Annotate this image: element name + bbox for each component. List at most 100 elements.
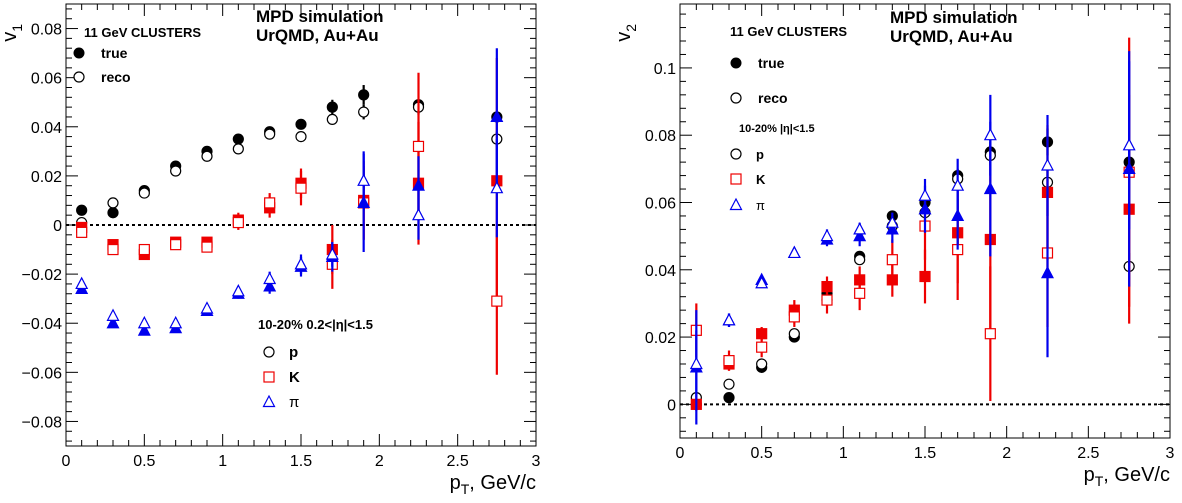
x-tick-label: 1.5 [914, 445, 936, 462]
x-axis-title-rest: , GeV/c [469, 472, 536, 494]
data-point [689, 356, 703, 370]
x-tick-label: 3 [1166, 445, 1175, 462]
data-point [137, 315, 151, 329]
x-axis-title-rest: , GeV/c [1103, 464, 1170, 486]
legend-p-label: p [756, 147, 764, 162]
centrality-cut: 10-20% 0.2<|η|<1.5 [258, 317, 373, 332]
data-point [788, 311, 800, 323]
legend-k-marker [263, 371, 275, 383]
data-point [295, 182, 307, 194]
x-tick-label: 0.5 [751, 445, 773, 462]
y-tick-label: −0.06 [22, 365, 63, 382]
y-tick-label: 0 [667, 397, 676, 414]
y-tick-label: 0.04 [645, 263, 676, 280]
data-point [326, 113, 338, 126]
data-point [1122, 138, 1136, 151]
x-tick-label: 1.5 [290, 453, 312, 470]
data-point [138, 187, 150, 199]
data-point [106, 308, 120, 321]
series-K-true [76, 58, 503, 304]
series-pi-reco [689, 61, 1136, 398]
legend-p-marker [263, 346, 275, 358]
legend-k-marker [730, 173, 742, 185]
sim-title: MPD simulation [256, 7, 384, 26]
data-point [75, 276, 89, 290]
chart-panel-0: 0 0.5 1 1.5 2 2.5 3 −0.08 −0.06 −0.04 −0.02 0 0.02 0.… [0, 3, 541, 497]
legend-p-label: p [289, 344, 298, 361]
y-tick-label: 0.06 [31, 71, 62, 88]
data-point [984, 328, 996, 340]
data-point [232, 143, 244, 155]
data-point [263, 271, 277, 285]
legend-p-marker [730, 148, 742, 160]
legend-true-marker [73, 47, 85, 59]
data-point [854, 254, 866, 266]
data-point [821, 294, 833, 306]
y-axis-title: v2 [613, 24, 639, 42]
data-point [756, 341, 768, 353]
data-point [232, 216, 244, 229]
y-tick-label: 0.08 [645, 128, 676, 145]
y-tick-label: 0 [53, 218, 62, 235]
y-tick-label: 0.06 [645, 195, 676, 212]
y-tick-label: −0.02 [22, 267, 63, 284]
legend-k-label: K [756, 172, 766, 187]
legend-k-label: K [289, 369, 300, 386]
sim-title: MPD simulation [890, 8, 1018, 27]
data-point [231, 284, 245, 297]
data-point [723, 355, 735, 367]
x-axis-title: pT, GeV/c [1084, 464, 1170, 489]
legend-true-label: true [101, 45, 128, 61]
legend-reco-marker [730, 92, 742, 104]
x-tick-label: 0 [676, 445, 685, 462]
y-axis-title-main: v [613, 32, 635, 42]
legend: true reco pKπ [729, 55, 788, 213]
data-point [137, 323, 151, 336]
data-point [723, 378, 735, 390]
y-tick-label: 0.02 [31, 169, 62, 186]
data-point [755, 275, 769, 289]
data-point [490, 180, 504, 194]
y-axis-title: v1 [0, 24, 25, 42]
data-point [294, 256, 308, 270]
data-point [787, 245, 801, 259]
data-point [919, 270, 931, 283]
cluster-tag: 11 GeV CLUSTERS [730, 24, 847, 39]
data-point [107, 207, 119, 219]
data-point [170, 165, 182, 177]
x-tick-label: 2 [1002, 445, 1011, 462]
legend-pi-label: π [756, 198, 765, 213]
data-point [358, 89, 370, 101]
x-tick-label: 3 [532, 453, 541, 470]
data-point [264, 128, 276, 140]
data-point [170, 239, 182, 251]
x-tick-label: 2 [375, 453, 384, 470]
legend-reco-marker [73, 71, 85, 83]
legend: true reco pKπ [73, 45, 300, 411]
legend-pi-marker [729, 197, 743, 211]
x-tick-label: 2.5 [447, 453, 469, 470]
y-tick-label: 0.02 [645, 330, 676, 347]
data-point [169, 315, 183, 329]
series-pi-reco [75, 139, 504, 329]
x-tick-label: 1 [839, 445, 848, 462]
data-point [138, 243, 150, 256]
data-point [951, 208, 965, 222]
data-point [200, 301, 214, 314]
series-p-reco [76, 99, 503, 229]
data-point [325, 247, 339, 260]
data-point [490, 109, 504, 123]
x-axis-title-main: p [450, 472, 461, 494]
data-point [491, 295, 503, 307]
data-point [820, 228, 834, 242]
legend-pi-marker [262, 394, 276, 408]
data-point [723, 392, 735, 404]
sim-subtitle: UrQMD, Au+Au [890, 27, 1013, 46]
data-point [983, 181, 997, 195]
y-tick-label: −0.04 [22, 316, 63, 333]
data-point [326, 101, 338, 113]
x-tick-label: 1 [218, 453, 227, 470]
data-point [358, 106, 370, 118]
data-point [854, 287, 866, 299]
